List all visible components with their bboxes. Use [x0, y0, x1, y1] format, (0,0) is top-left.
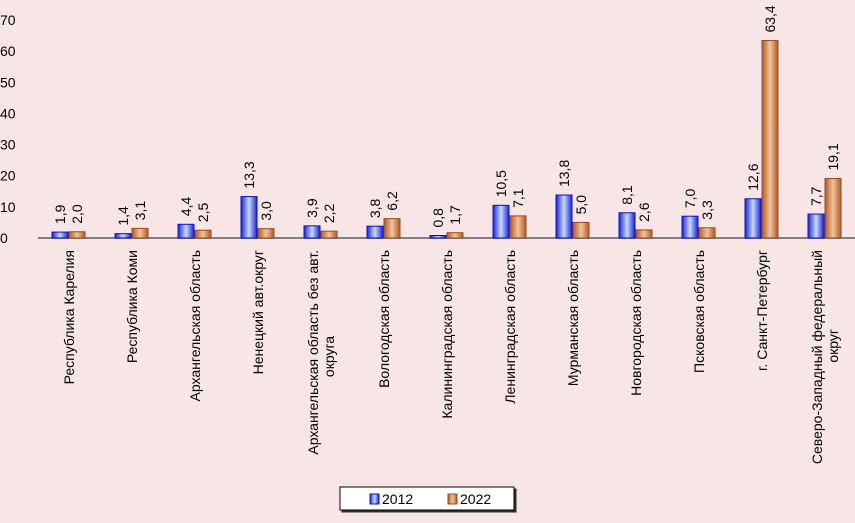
data-label: 6,2 — [384, 191, 400, 211]
data-label: 13,8 — [556, 160, 572, 187]
data-label: 3,8 — [367, 198, 383, 218]
data-label: 3,9 — [304, 198, 320, 218]
svg-text:Архангельская область без авт.: Архангельская область без авт. — [305, 250, 321, 455]
data-label: 7,1 — [510, 188, 526, 208]
category-label: Новгородская область — [628, 250, 644, 396]
bar-2012 — [618, 212, 636, 239]
data-label: 10,5 — [493, 170, 509, 197]
bar-2012 — [429, 235, 447, 239]
data-label: 2,2 — [321, 203, 337, 223]
data-label: 13,3 — [241, 161, 257, 188]
data-label: 2,0 — [69, 204, 85, 224]
y-tick-label: 70 — [0, 12, 16, 28]
legend-swatch-2022 — [447, 493, 458, 505]
bar-2022 — [824, 178, 842, 239]
category-label: Архангельская область — [187, 250, 203, 401]
bar-2012 — [681, 215, 699, 239]
bar-2012 — [744, 198, 762, 239]
bar-2012 — [807, 213, 825, 239]
y-tick-label: 20 — [0, 168, 16, 184]
data-label: 4,4 — [178, 197, 194, 217]
data-label: 12,6 — [745, 163, 761, 190]
bar-2012 — [240, 196, 258, 239]
bar-2022 — [446, 232, 464, 239]
legend-swatch-2012 — [369, 493, 380, 505]
data-label: 2,6 — [636, 202, 652, 222]
bar-2022 — [68, 231, 86, 239]
category-label: Республика Карелия — [61, 250, 77, 384]
category-label: Ненецкий авт.округ — [250, 250, 266, 374]
data-label: 7,0 — [682, 189, 698, 209]
bar-2022 — [257, 228, 275, 239]
svg-text:Республика Карелия: Республика Карелия — [61, 250, 77, 384]
data-label: 5,0 — [573, 195, 589, 215]
category-label: Республика Коми — [124, 250, 140, 363]
svg-text:г. Санкт-Петербург: г. Санкт-Петербург — [754, 250, 770, 371]
data-label: 1,7 — [447, 205, 463, 225]
category-label: Калининградская область — [439, 250, 455, 419]
bar-2022 — [698, 227, 716, 239]
category-label: Северо-Западный федеральный округ — [809, 250, 841, 464]
data-label: 0,8 — [430, 208, 446, 228]
bar-2022 — [509, 215, 527, 239]
bar-2022 — [761, 40, 779, 239]
category-label: Архангельская область без авт. округа — [305, 250, 337, 455]
svg-text:Ненецкий авт.округ: Ненецкий авт.округ — [250, 250, 266, 374]
svg-text:Республика Коми: Республика Коми — [124, 250, 140, 363]
data-label: 3,3 — [699, 200, 715, 220]
svg-text:округа: округа — [321, 336, 337, 377]
bar-2012 — [114, 233, 132, 239]
legend: 2012 2022 — [339, 486, 515, 511]
data-label: 3,1 — [132, 201, 148, 221]
svg-text:округ: округ — [825, 329, 841, 363]
bar-2012 — [51, 231, 69, 239]
svg-text:Мурманская область: Мурманская область — [565, 250, 581, 386]
data-label: 63,4 — [762, 5, 778, 32]
legend-label: 2022 — [460, 491, 491, 507]
data-label: 2,5 — [195, 203, 211, 223]
y-tick-label: 30 — [0, 137, 16, 153]
svg-text:Вологодская область: Вологодская область — [376, 250, 392, 388]
bar-2012 — [303, 225, 321, 239]
svg-text:Ленинградская область: Ленинградская область — [502, 250, 518, 404]
y-tick-label: 60 — [0, 43, 16, 59]
data-label: 3,0 — [258, 201, 274, 221]
data-label: 19,1 — [825, 143, 841, 170]
y-tick-label: 50 — [0, 74, 16, 90]
category-label: Ленинградская область — [502, 250, 518, 404]
category-label: Мурманская область — [565, 250, 581, 386]
category-label: Псковская область — [691, 250, 707, 373]
bar-2012 — [366, 225, 384, 239]
data-label: 1,4 — [115, 206, 131, 226]
category-label: Вологодская область — [376, 250, 392, 388]
bar-2022 — [131, 227, 149, 239]
bar-2012 — [177, 223, 195, 239]
bar-2022 — [635, 229, 653, 239]
data-label: 1,9 — [52, 204, 68, 224]
svg-text:Калининградская область: Калининградская область — [439, 250, 455, 419]
svg-text:Архангельская область: Архангельская область — [187, 250, 203, 401]
bar-2022 — [572, 221, 590, 239]
svg-text:Северо-Западный федеральный: Северо-Западный федеральный — [809, 250, 825, 464]
bar-2022 — [320, 230, 338, 239]
y-tick-label: 40 — [0, 105, 16, 121]
bar-2022 — [383, 218, 401, 239]
data-label: 8,1 — [619, 185, 635, 205]
bar-2022 — [194, 229, 212, 239]
y-tick-label: 10 — [0, 199, 16, 215]
bar-2012 — [555, 194, 573, 239]
data-label: 7,7 — [808, 186, 824, 206]
svg-text:Новгородская область: Новгородская область — [628, 250, 644, 396]
legend-label: 2012 — [382, 491, 413, 507]
category-label: г. Санкт-Петербург — [754, 250, 770, 371]
svg-text:Псковская область: Псковская область — [691, 250, 707, 373]
y-tick-label: 0 — [0, 230, 8, 246]
bar-2012 — [492, 204, 510, 239]
